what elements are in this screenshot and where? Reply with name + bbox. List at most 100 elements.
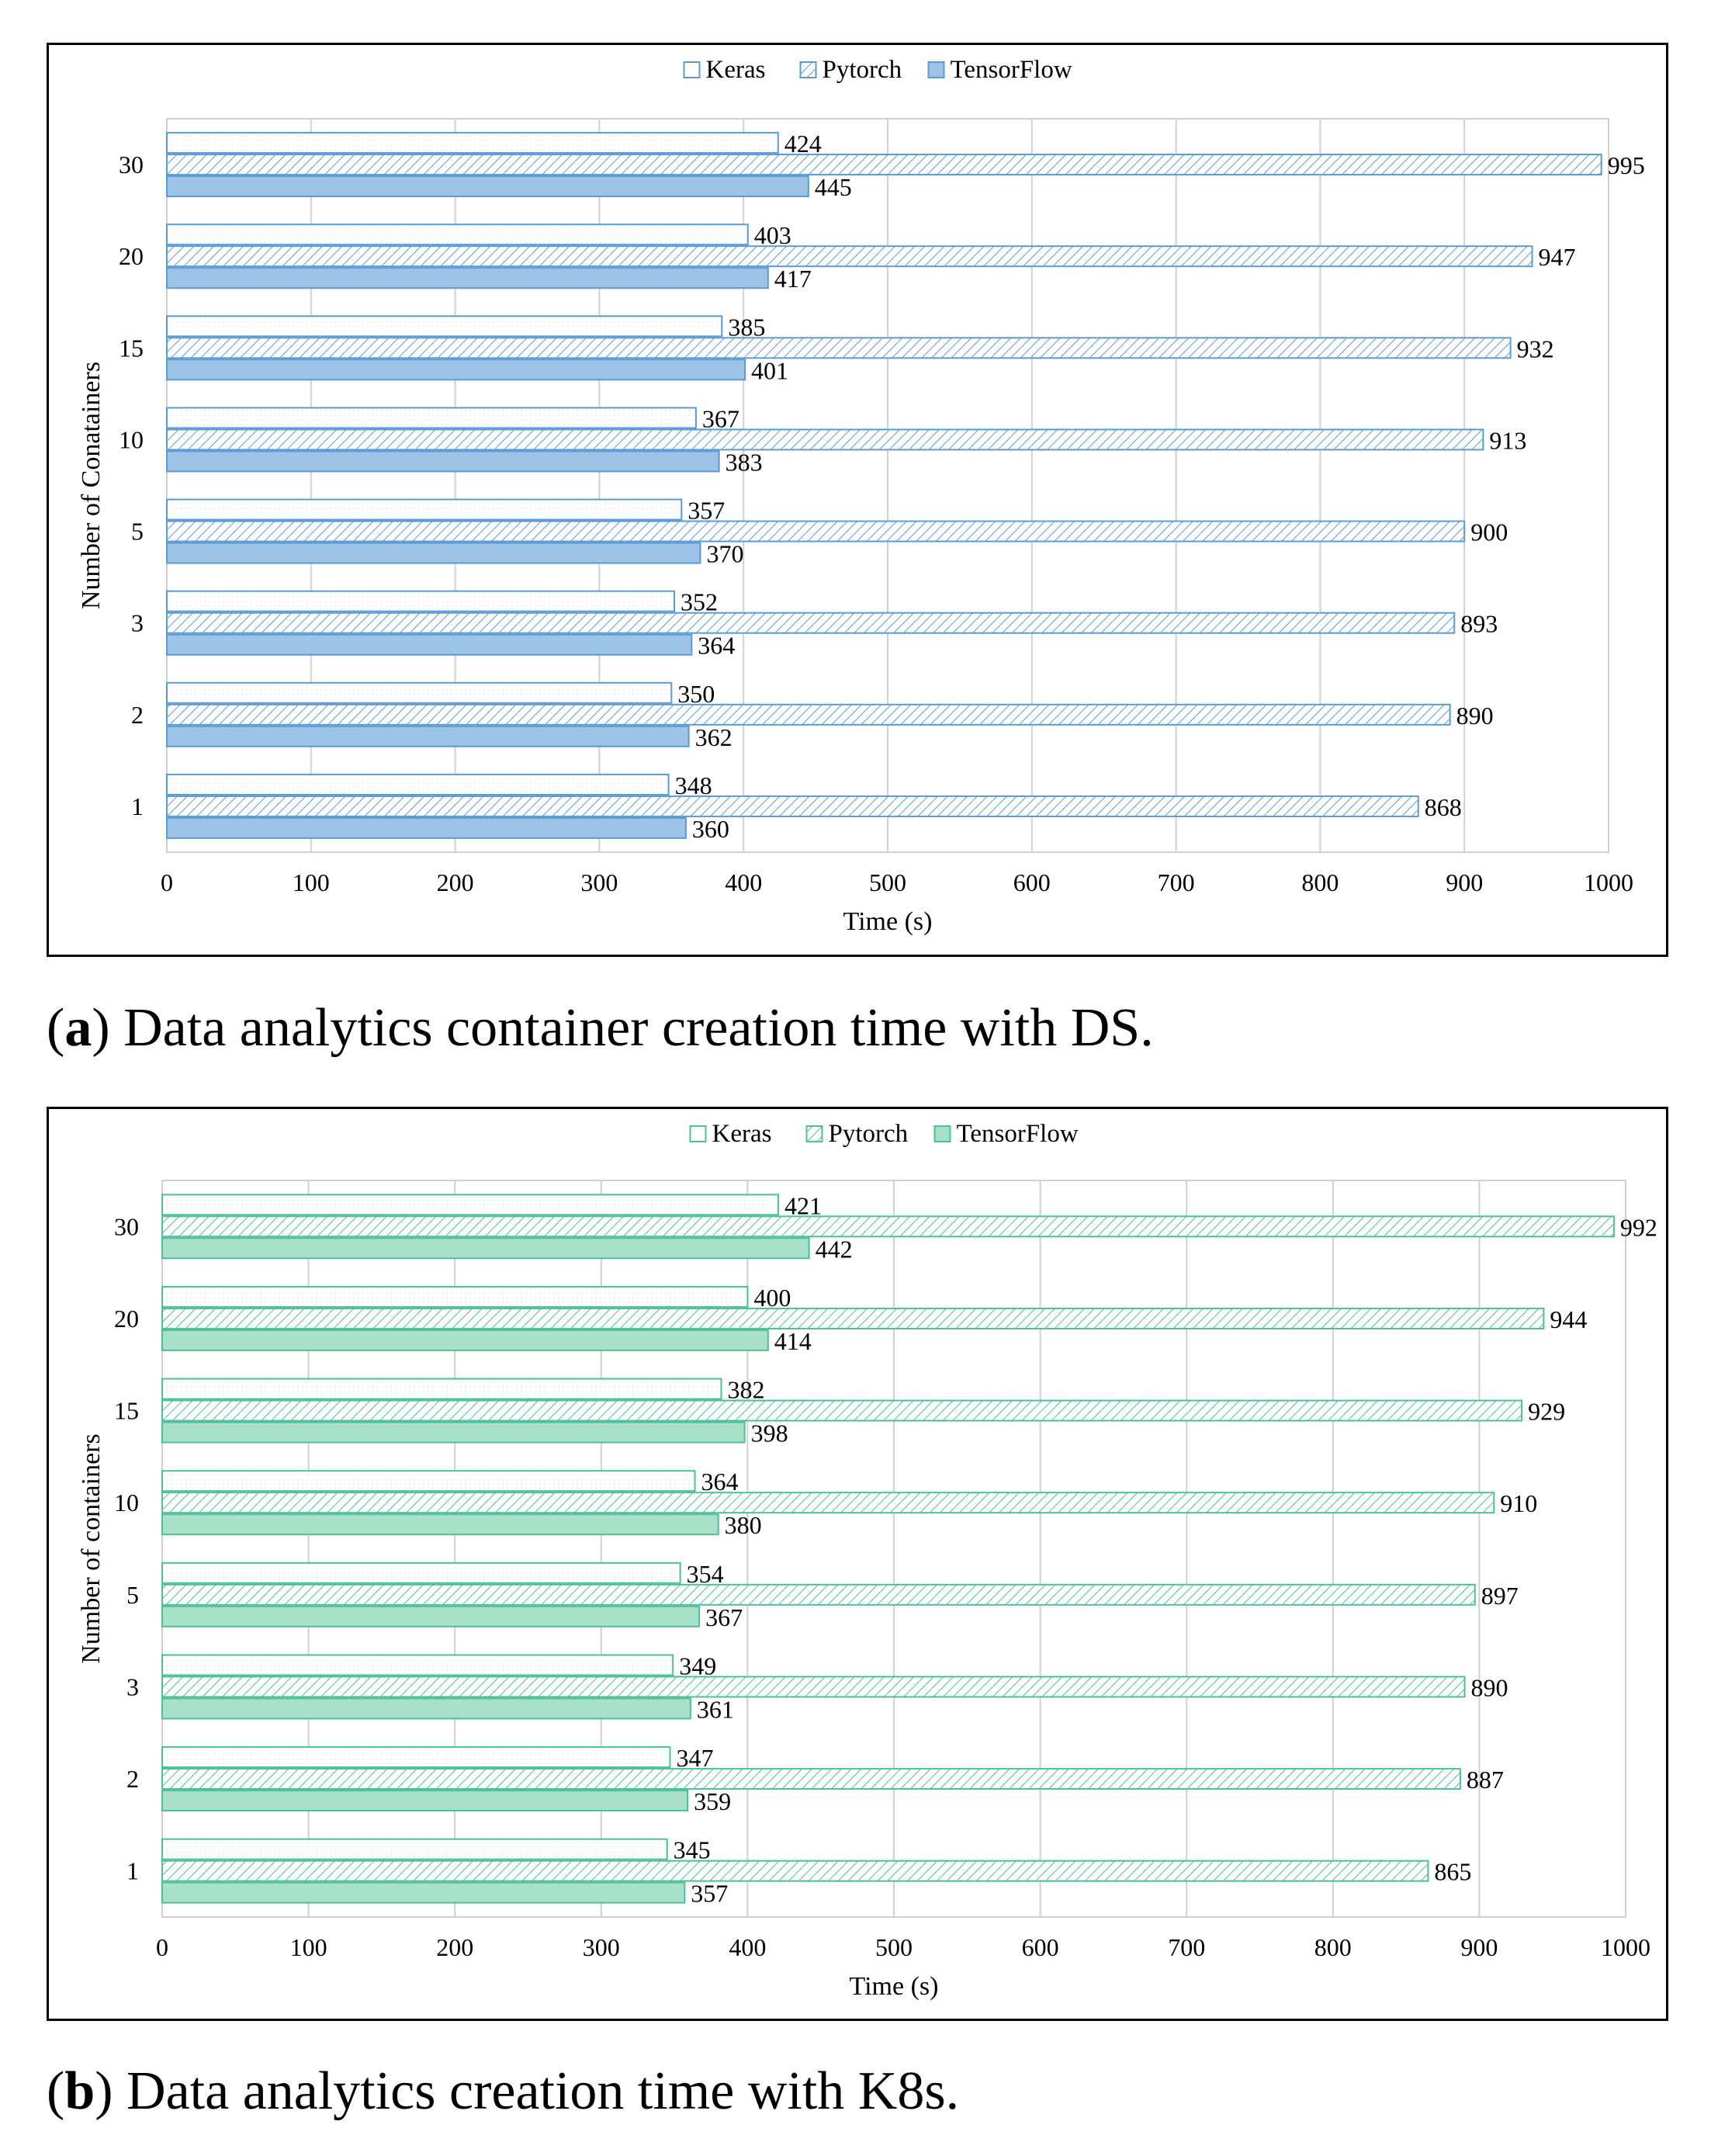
x-tick-label: 400 (725, 868, 762, 896)
data-label: 364 (701, 1468, 739, 1496)
data-label: 360 (692, 815, 729, 843)
bar-keras (166, 590, 676, 612)
data-label: 398 (751, 1419, 788, 1447)
x-tick-label: 0 (161, 868, 173, 896)
data-label: 944 (1550, 1305, 1587, 1333)
bar-tensorflow (166, 450, 720, 473)
caption-b: (b) Data analytics creation time with K8… (47, 2061, 960, 2121)
data-label: 947 (1539, 243, 1576, 271)
y-axis-title: Number of Conatainers (77, 362, 106, 609)
data-label: 995 (1608, 151, 1645, 179)
bar-tensorflow (166, 267, 769, 289)
bar-keras (161, 1746, 671, 1769)
x-tick-label: 500 (869, 868, 906, 896)
x-tick-label: 900 (1460, 1933, 1498, 1961)
x-tick-label: 800 (1314, 1933, 1352, 1961)
bar-tensorflow (166, 725, 690, 747)
data-label: 865 (1434, 1858, 1471, 1886)
bar-pytorch (166, 154, 1602, 176)
y-tick-label: 20 (119, 242, 144, 270)
data-label: 890 (1456, 702, 1494, 730)
x-tick-label: 700 (1168, 1933, 1205, 1961)
chart-panel-b: 0 100 200 300 400 500 600 700 800 900 1000 345 865 35… (47, 1107, 1668, 2021)
bar-tensorflow (161, 1513, 719, 1536)
data-label: 357 (688, 497, 725, 525)
bar-tensorflow (161, 1605, 701, 1627)
bar-keras (166, 132, 779, 154)
bar-pytorch (166, 703, 1451, 726)
x-tick-label: 600 (1022, 1933, 1059, 1961)
caption-b-letter: b (64, 2061, 95, 2121)
legend-swatch-pytorch (799, 61, 817, 78)
data-label: 913 (1489, 426, 1526, 454)
x-tick-label: 400 (729, 1933, 766, 1961)
data-label: 348 (675, 771, 712, 799)
data-label: 445 (815, 173, 852, 201)
bar-keras (166, 407, 697, 429)
bar-pytorch (166, 520, 1466, 542)
y-tick-label: 3 (126, 1672, 139, 1700)
legend-label-pytorch: Pytorch (823, 56, 902, 84)
x-tick-label: 0 (156, 1933, 168, 1961)
x-tick-label: 500 (875, 1933, 913, 1961)
bar-pytorch (166, 337, 1512, 359)
x-axis-title: Time (s) (843, 907, 933, 936)
bar-tensorflow (161, 1881, 686, 1904)
bar-keras (166, 773, 670, 796)
bar-pytorch (161, 1860, 1429, 1882)
x-tick-label: 100 (290, 1933, 327, 1961)
legend-label-keras: Keras (712, 1120, 772, 1148)
data-label: 354 (687, 1560, 724, 1588)
data-label: 897 (1481, 1582, 1519, 1610)
bar-keras (161, 1285, 749, 1308)
y-tick-label: 30 (114, 1212, 139, 1240)
legend-swatch-tensorflow (927, 61, 945, 78)
y-tick-label: 20 (114, 1305, 139, 1333)
chart-b-svg: 0 100 200 300 400 500 600 700 800 900 100034586535… (77, 1120, 1657, 2001)
data-label: 350 (677, 680, 715, 708)
bar-keras (166, 498, 683, 521)
bar-pytorch (166, 795, 1419, 817)
data-label: 385 (728, 313, 765, 341)
legend-label-tensorflow: TensorFlow (951, 56, 1072, 84)
data-label: 364 (698, 632, 735, 660)
bar-tensorflow (166, 816, 687, 839)
data-label: 417 (774, 265, 812, 293)
data-label: 868 (1425, 793, 1462, 821)
y-tick-label: 5 (126, 1581, 139, 1609)
data-label: 887 (1467, 1766, 1504, 1794)
x-tick-label: 600 (1013, 868, 1051, 896)
x-tick-label: 300 (580, 868, 618, 896)
bar-tensorflow (161, 1421, 746, 1444)
y-tick-label: 30 (119, 151, 144, 179)
bar-pytorch (166, 428, 1484, 451)
bar-keras (161, 1378, 722, 1400)
data-label: 890 (1471, 1673, 1508, 1701)
bar-tensorflow (166, 359, 746, 381)
data-label: 367 (705, 1603, 743, 1631)
x-tick-label: 900 (1446, 868, 1483, 896)
data-label: 359 (694, 1787, 731, 1815)
legend-label-tensorflow: TensorFlow (957, 1120, 1079, 1148)
chart-panel-a: 0 100 200 300 400 500 600 700 800 900 1000 348 868 36… (47, 43, 1668, 957)
x-tick-label: 800 (1301, 868, 1339, 896)
bar-pytorch (161, 1492, 1495, 1514)
bar-tensorflow (166, 542, 701, 564)
data-label: 992 (1620, 1213, 1657, 1241)
legend-swatch-keras (689, 1125, 707, 1142)
data-label: 932 (1517, 334, 1554, 362)
bar-tensorflow (161, 1329, 769, 1351)
x-tick-label: 1000 (1601, 1933, 1650, 1961)
bar-pytorch (161, 1215, 1615, 1238)
data-label: 414 (774, 1327, 812, 1355)
bar-tensorflow (166, 633, 693, 656)
legend-swatch-keras (683, 61, 701, 78)
y-axis-title: Number of containers (77, 1433, 106, 1663)
bar-keras (161, 1470, 696, 1492)
bar-pytorch (166, 245, 1533, 268)
bar-keras (166, 681, 673, 704)
x-tick-label: 300 (583, 1933, 620, 1961)
caption-b-text: ) Data analytics creation time with K8s. (95, 2061, 960, 2121)
data-label: 442 (816, 1235, 853, 1263)
x-tick-label: 200 (437, 868, 474, 896)
